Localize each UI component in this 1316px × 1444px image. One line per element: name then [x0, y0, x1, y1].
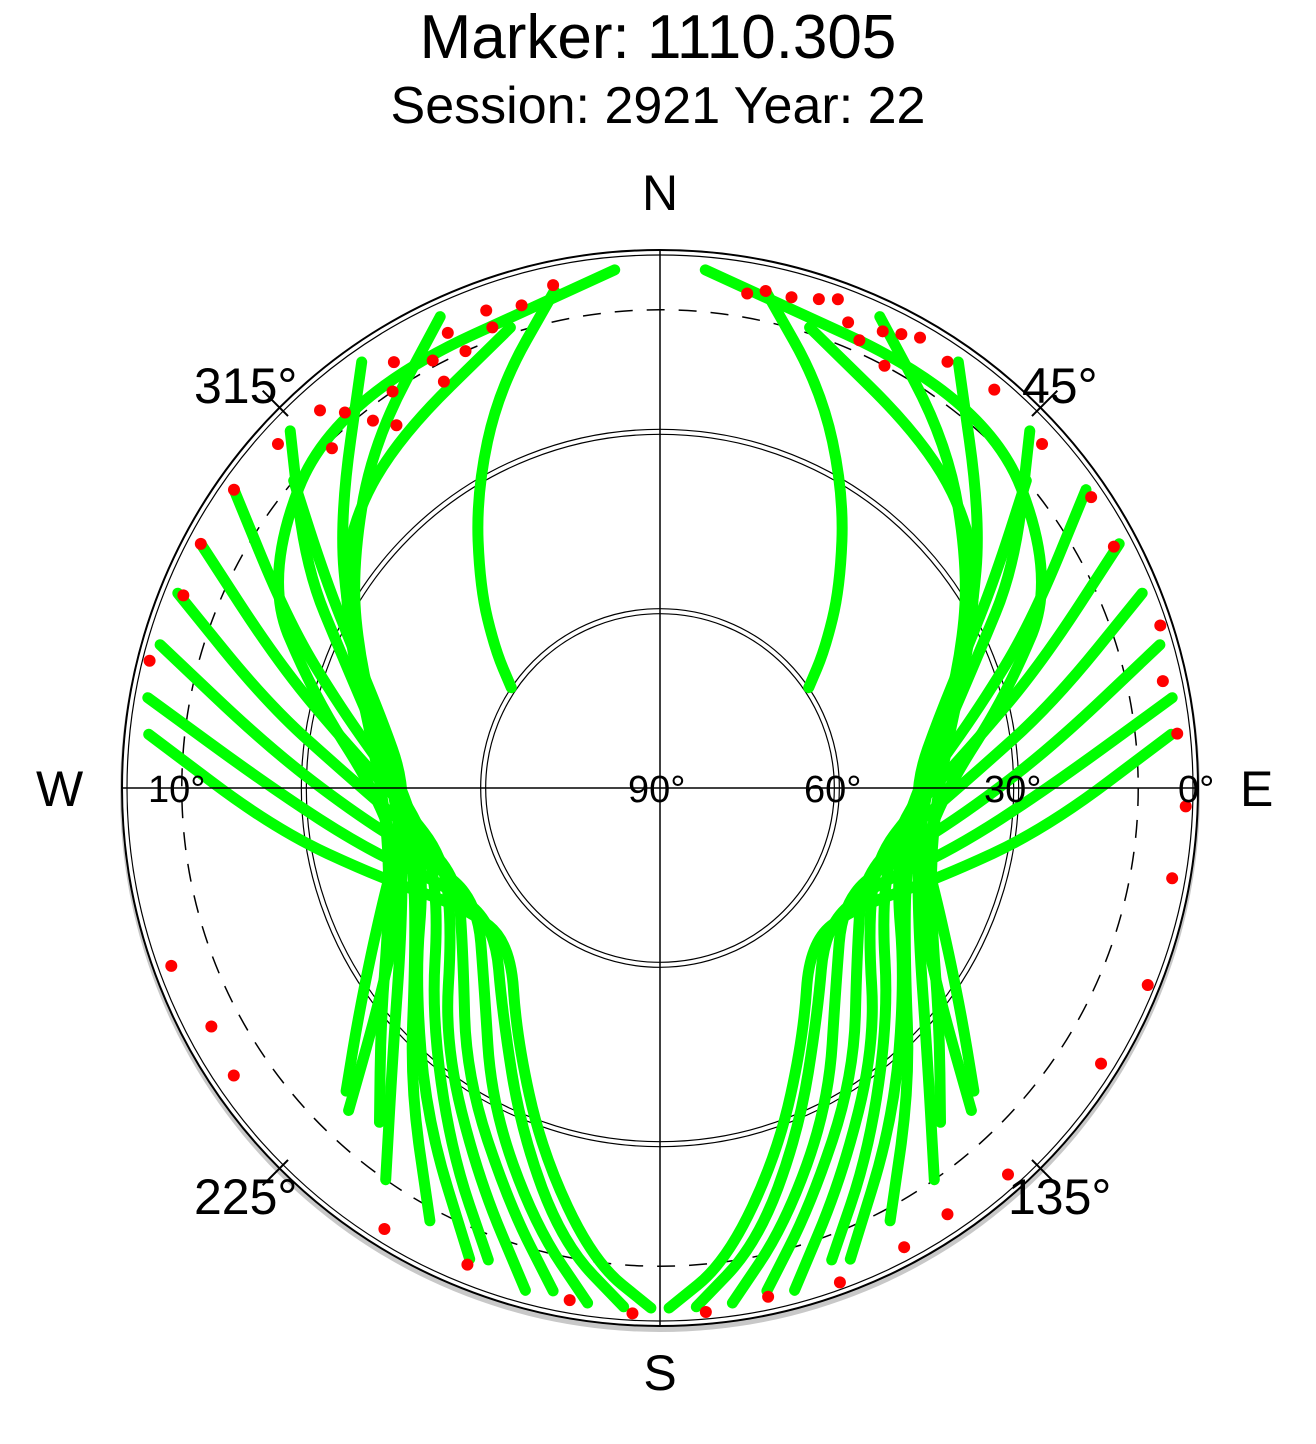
- track-west-12: [472, 285, 560, 694]
- low-elevation-cluster-point: [338, 406, 351, 419]
- track-east-6: [789, 538, 1125, 1296]
- track-east-9: [690, 692, 1178, 1313]
- low-elevation-cluster-point: [759, 284, 772, 297]
- low-elevation-point: [205, 1020, 218, 1033]
- low-elevation-point: [626, 1307, 639, 1320]
- low-elevation-point: [1141, 979, 1154, 992]
- low-elevation-point: [271, 438, 284, 451]
- track-east-10: [663, 728, 1177, 1314]
- low-elevation-point: [563, 1294, 576, 1307]
- low-elevation-cluster-point: [515, 299, 528, 312]
- track-west-8: [154, 639, 594, 1309]
- track-west-0: [273, 264, 621, 1116]
- elevation-label-0: 0°: [1178, 769, 1214, 811]
- low-elevation-cluster-point: [459, 345, 472, 358]
- low-elevation-cluster-point: [387, 356, 400, 369]
- label-layer: N S E W 45° 135° 225° 315° 0° 30° 60° 90…: [36, 165, 1273, 1401]
- low-elevation-cluster-point: [390, 419, 403, 432]
- low-elevation-point: [1171, 727, 1184, 740]
- low-elevation-point: [741, 287, 754, 300]
- azimuth-label-225: 225°: [194, 1169, 297, 1225]
- track-east-0: [699, 264, 1047, 1116]
- azimuth-label-315: 315°: [194, 358, 297, 414]
- track-east-8: [726, 639, 1166, 1309]
- low-elevation-point: [1085, 491, 1098, 504]
- low-elevation-cluster-point: [547, 279, 560, 292]
- low-elevation-point: [1001, 1168, 1014, 1181]
- low-elevation-point: [831, 293, 844, 306]
- elevation-label-90: 90°: [628, 769, 685, 811]
- low-elevation-point: [762, 1290, 775, 1303]
- track-west-10: [143, 728, 657, 1314]
- low-elevation-cluster-point: [941, 355, 954, 368]
- elevation-label-10: 10°: [148, 769, 205, 811]
- low-elevation-point: [1095, 1057, 1108, 1070]
- low-elevation-point: [785, 291, 798, 304]
- axis-layer: [122, 250, 1198, 1326]
- low-elevation-point: [833, 1276, 846, 1289]
- low-elevation-point: [1107, 540, 1120, 553]
- low-elevation-cluster-point: [812, 293, 825, 306]
- azimuth-tick-315: [261, 389, 289, 417]
- low-elevation-cluster-point: [876, 325, 889, 338]
- south-label: S: [643, 1345, 676, 1401]
- low-elevation-point: [227, 483, 240, 496]
- low-elevation-point: [227, 1069, 240, 1082]
- track-west-11: [288, 475, 408, 1097]
- azimuth-tick-225: [261, 1159, 289, 1187]
- low-elevation-point: [366, 414, 379, 427]
- low-elevation-point: [1166, 872, 1179, 885]
- low-elevation-cluster-point: [878, 359, 891, 372]
- low-elevation-cluster-point: [486, 321, 499, 334]
- low-elevation-cluster-point: [325, 442, 338, 455]
- track-west-7: [172, 587, 559, 1297]
- elevation-label-30: 30°: [984, 769, 1041, 811]
- low-elevation-point: [314, 404, 327, 417]
- low-elevation-point: [378, 1223, 391, 1236]
- low-elevation-point: [165, 959, 178, 972]
- track-west-6: [195, 538, 531, 1296]
- low-elevation-point: [699, 1306, 712, 1319]
- chart-title: Marker: 1110.305: [419, 3, 897, 72]
- low-elevation-point: [941, 1208, 954, 1221]
- low-elevation-layer: [143, 279, 1192, 1320]
- low-elevation-point: [1179, 800, 1192, 813]
- low-elevation-point: [895, 328, 908, 341]
- low-elevation-point: [898, 1241, 911, 1254]
- north-label: N: [642, 165, 678, 221]
- low-elevation-point: [194, 537, 207, 550]
- chart-subtitle: Session: 2921 Year: 22: [390, 77, 926, 135]
- low-elevation-point: [988, 383, 1001, 396]
- low-elevation-point: [480, 304, 493, 317]
- track-east-11: [912, 475, 1032, 1097]
- elevation-label-60: 60°: [804, 769, 861, 811]
- azimuth-label-45: 45°: [1022, 358, 1098, 414]
- azimuth-label-135: 135°: [1008, 1169, 1111, 1225]
- low-elevation-point: [177, 589, 190, 602]
- low-elevation-point: [441, 326, 454, 339]
- low-elevation-point: [426, 354, 439, 367]
- low-elevation-cluster-point: [437, 375, 450, 388]
- low-elevation-cluster-point: [853, 334, 866, 347]
- low-elevation-point: [386, 385, 399, 398]
- low-elevation-point: [1036, 438, 1049, 451]
- low-elevation-point: [461, 1258, 474, 1271]
- track-layer: [142, 264, 1178, 1314]
- low-elevation-cluster-point: [842, 316, 855, 329]
- low-elevation-point: [143, 654, 156, 667]
- azimuth-tick-135: [1031, 1159, 1059, 1187]
- low-elevation-point: [1154, 619, 1167, 632]
- west-label: W: [36, 761, 84, 817]
- track-west-9: [142, 692, 630, 1313]
- track-east-7: [761, 587, 1148, 1297]
- low-elevation-point: [1156, 675, 1169, 688]
- east-label: E: [1240, 761, 1273, 817]
- low-elevation-cluster-point: [914, 331, 927, 344]
- track-east-12: [760, 285, 848, 694]
- azimuth-tick-45: [1031, 389, 1059, 417]
